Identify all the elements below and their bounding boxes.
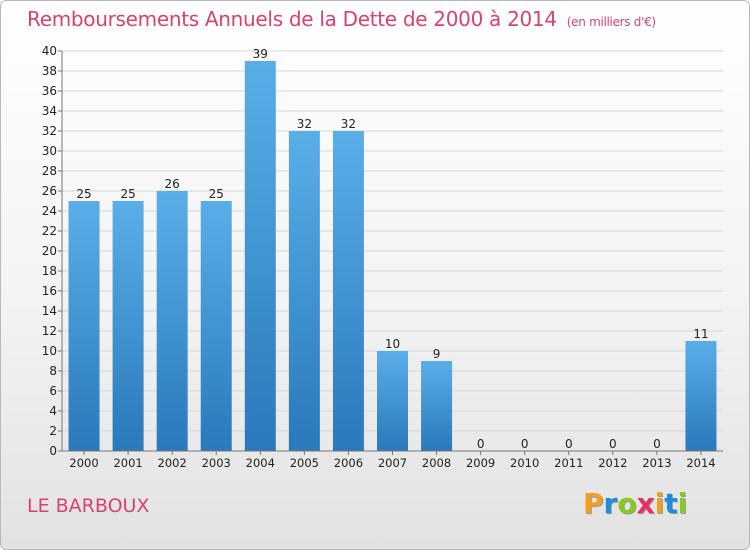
bar	[288, 131, 320, 451]
bar	[244, 61, 276, 451]
y-tick-label: 0	[49, 444, 57, 458]
bar	[68, 201, 100, 451]
chart-subtitle: (en milliers d'€)	[566, 15, 656, 29]
y-tick-label: 6	[49, 384, 57, 398]
bar	[332, 131, 364, 451]
bar	[421, 361, 453, 451]
x-tick-label: 2011	[554, 456, 583, 470]
bar	[685, 341, 717, 451]
y-tick-label: 8	[49, 364, 57, 378]
y-tick-label: 16	[42, 284, 57, 298]
bars	[68, 61, 717, 451]
y-tick-label: 12	[42, 324, 57, 338]
x-tick-label: 2012	[598, 456, 627, 470]
y-tick-label: 10	[42, 344, 57, 358]
y-tick-label: 26	[42, 184, 57, 198]
y-tick-label: 24	[42, 204, 57, 218]
data-label: 32	[341, 117, 356, 131]
x-tick-label: 2014	[686, 456, 715, 470]
chart-title: Remboursements Annuels de la Dette de 20…	[27, 7, 656, 31]
y-tick-label: 22	[42, 224, 57, 238]
x-tick-label: 2002	[158, 456, 187, 470]
data-label: 0	[477, 437, 485, 451]
y-tick-label: 38	[42, 64, 57, 78]
y-tick-label: 32	[42, 124, 57, 138]
x-tick-label: 2003	[202, 456, 231, 470]
chart-title-text: Remboursements Annuels de la Dette de 20…	[27, 7, 557, 31]
x-tick-label: 2010	[510, 456, 539, 470]
data-label: 0	[653, 437, 661, 451]
bar	[156, 191, 188, 451]
logo-letter: P	[583, 487, 604, 520]
proxiti-logo: Proxiti	[583, 487, 687, 520]
y-tick-label: 30	[42, 144, 57, 158]
commune-name: LE BARBOUX	[27, 495, 150, 517]
x-tick-label: 2000	[69, 456, 98, 470]
x-tick-label: 2008	[422, 456, 451, 470]
x-tick-label: 2007	[378, 456, 407, 470]
x-tick-label: 2013	[642, 456, 671, 470]
y-tick-label: 28	[42, 164, 57, 178]
logo-letter: r	[603, 487, 618, 520]
x-axis-ticks: 2000 2001 2002 2003 2004 2005 2006 2007 2008 2009…	[69, 451, 716, 470]
logo-letter: t	[664, 487, 678, 520]
x-tick-label: 2009	[466, 456, 495, 470]
x-tick-label: 2001	[113, 456, 142, 470]
y-tick-label: 36	[42, 84, 57, 98]
data-label: 11	[693, 327, 708, 341]
data-label: 0	[521, 437, 529, 451]
y-tick-label: 20	[42, 244, 57, 258]
x-tick-label: 2006	[334, 456, 363, 470]
logo-letter: x	[636, 487, 655, 520]
bar	[112, 201, 144, 451]
bar	[200, 201, 232, 451]
logo-letter: i	[654, 487, 665, 520]
data-label: 9	[433, 347, 441, 361]
data-labels: 25 25 26 25 39 32 32 10 9 0 0 0 0 0 11	[76, 47, 708, 451]
x-tick-label: 2004	[246, 456, 275, 470]
data-label: 25	[209, 187, 224, 201]
y-tick-label: 18	[42, 264, 57, 278]
y-tick-label: 14	[42, 304, 57, 318]
data-label: 25	[76, 187, 91, 201]
logo-letter: o	[617, 487, 637, 520]
data-label: 0	[609, 437, 617, 451]
x-tick-label: 2005	[290, 456, 319, 470]
data-label: 32	[297, 117, 312, 131]
y-tick-label: 34	[42, 104, 57, 118]
data-label: 0	[565, 437, 573, 451]
logo-letter: i	[677, 487, 688, 520]
data-label: 10	[385, 337, 400, 351]
data-label: 39	[253, 47, 268, 61]
y-tick-label: 40	[42, 44, 57, 58]
data-label: 26	[165, 177, 180, 191]
y-tick-label: 2	[49, 424, 57, 438]
bar	[377, 351, 408, 451]
y-tick-label: 4	[49, 404, 57, 418]
data-label: 25	[120, 187, 135, 201]
